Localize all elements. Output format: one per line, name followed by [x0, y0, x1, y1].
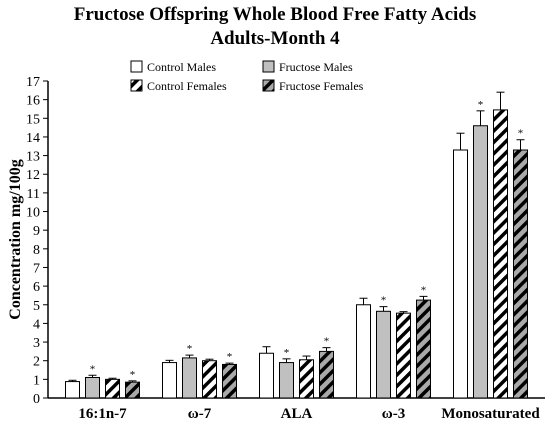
bar	[356, 304, 371, 399]
bar	[85, 376, 100, 399]
y-tick-label: 15	[26, 112, 40, 127]
significance-marker: *	[518, 128, 524, 140]
bar	[259, 352, 274, 399]
legend-swatch	[262, 79, 275, 92]
bar	[125, 381, 140, 399]
y-tick-label: 10	[26, 206, 40, 221]
legend-label: Fructose Females	[279, 79, 364, 93]
significance-marker: *	[130, 369, 136, 381]
x-tick-label: ALA	[281, 406, 313, 422]
x-tick-label: ω-7	[188, 406, 212, 422]
x-tick-label: 16:1n-7	[78, 406, 127, 422]
y-tick-label: 12	[26, 168, 40, 183]
x-tick-label: Monosaturated	[441, 406, 540, 422]
bar	[182, 357, 197, 399]
y-tick-label: 2	[33, 355, 40, 370]
significance-marker: *	[478, 99, 484, 111]
y-tick-label: 8	[33, 243, 40, 258]
bar	[105, 378, 120, 399]
bar	[513, 149, 528, 399]
y-tick-label: 17	[26, 75, 40, 90]
bar	[65, 381, 80, 399]
y-tick-label: 11	[27, 187, 40, 202]
significance-marker: *	[284, 347, 290, 359]
bar	[396, 312, 411, 399]
significance-marker: *	[90, 363, 96, 375]
y-tick-label: 5	[33, 299, 40, 314]
significance-marker: *	[421, 284, 427, 296]
y-tick-label: 16	[26, 94, 40, 109]
y-tick-label: 1	[33, 373, 40, 388]
bar	[416, 299, 431, 399]
significance-marker: *	[381, 295, 387, 307]
y-tick-label: 7	[33, 261, 40, 276]
bar	[279, 362, 294, 399]
bar	[162, 362, 177, 399]
x-tick-label: ω-3	[382, 406, 405, 422]
bar	[376, 310, 391, 399]
chart-title: Fructose Offspring Whole Blood Free Fatt…	[73, 4, 477, 25]
chart-subtitle: Adults-Month 4	[210, 28, 340, 49]
y-tick-label: 3	[33, 336, 40, 351]
y-tick-label: 4	[33, 317, 40, 332]
legend-label: Fructose Males	[279, 60, 353, 74]
bar	[299, 359, 314, 399]
bar	[473, 125, 488, 399]
y-tick-label: 9	[33, 224, 40, 239]
bar	[202, 360, 217, 399]
y-tick-label: 13	[26, 150, 40, 165]
legend-label: Control Females	[147, 79, 227, 93]
legend-swatch	[130, 60, 143, 73]
significance-marker: *	[324, 336, 330, 348]
significance-marker: *	[187, 343, 193, 355]
legend-swatch	[262, 60, 275, 73]
bar	[453, 149, 468, 399]
bar	[319, 350, 334, 399]
y-tick-label: 0	[33, 392, 40, 407]
y-axis-label: Concentration mg/100g	[7, 159, 24, 319]
legend-swatch	[130, 79, 143, 92]
bar	[493, 109, 508, 399]
significance-marker: *	[227, 351, 233, 363]
bar	[222, 363, 237, 399]
legend-label: Control Males	[147, 60, 216, 74]
y-tick-label: 6	[33, 280, 40, 295]
y-tick-label: 14	[26, 131, 40, 146]
